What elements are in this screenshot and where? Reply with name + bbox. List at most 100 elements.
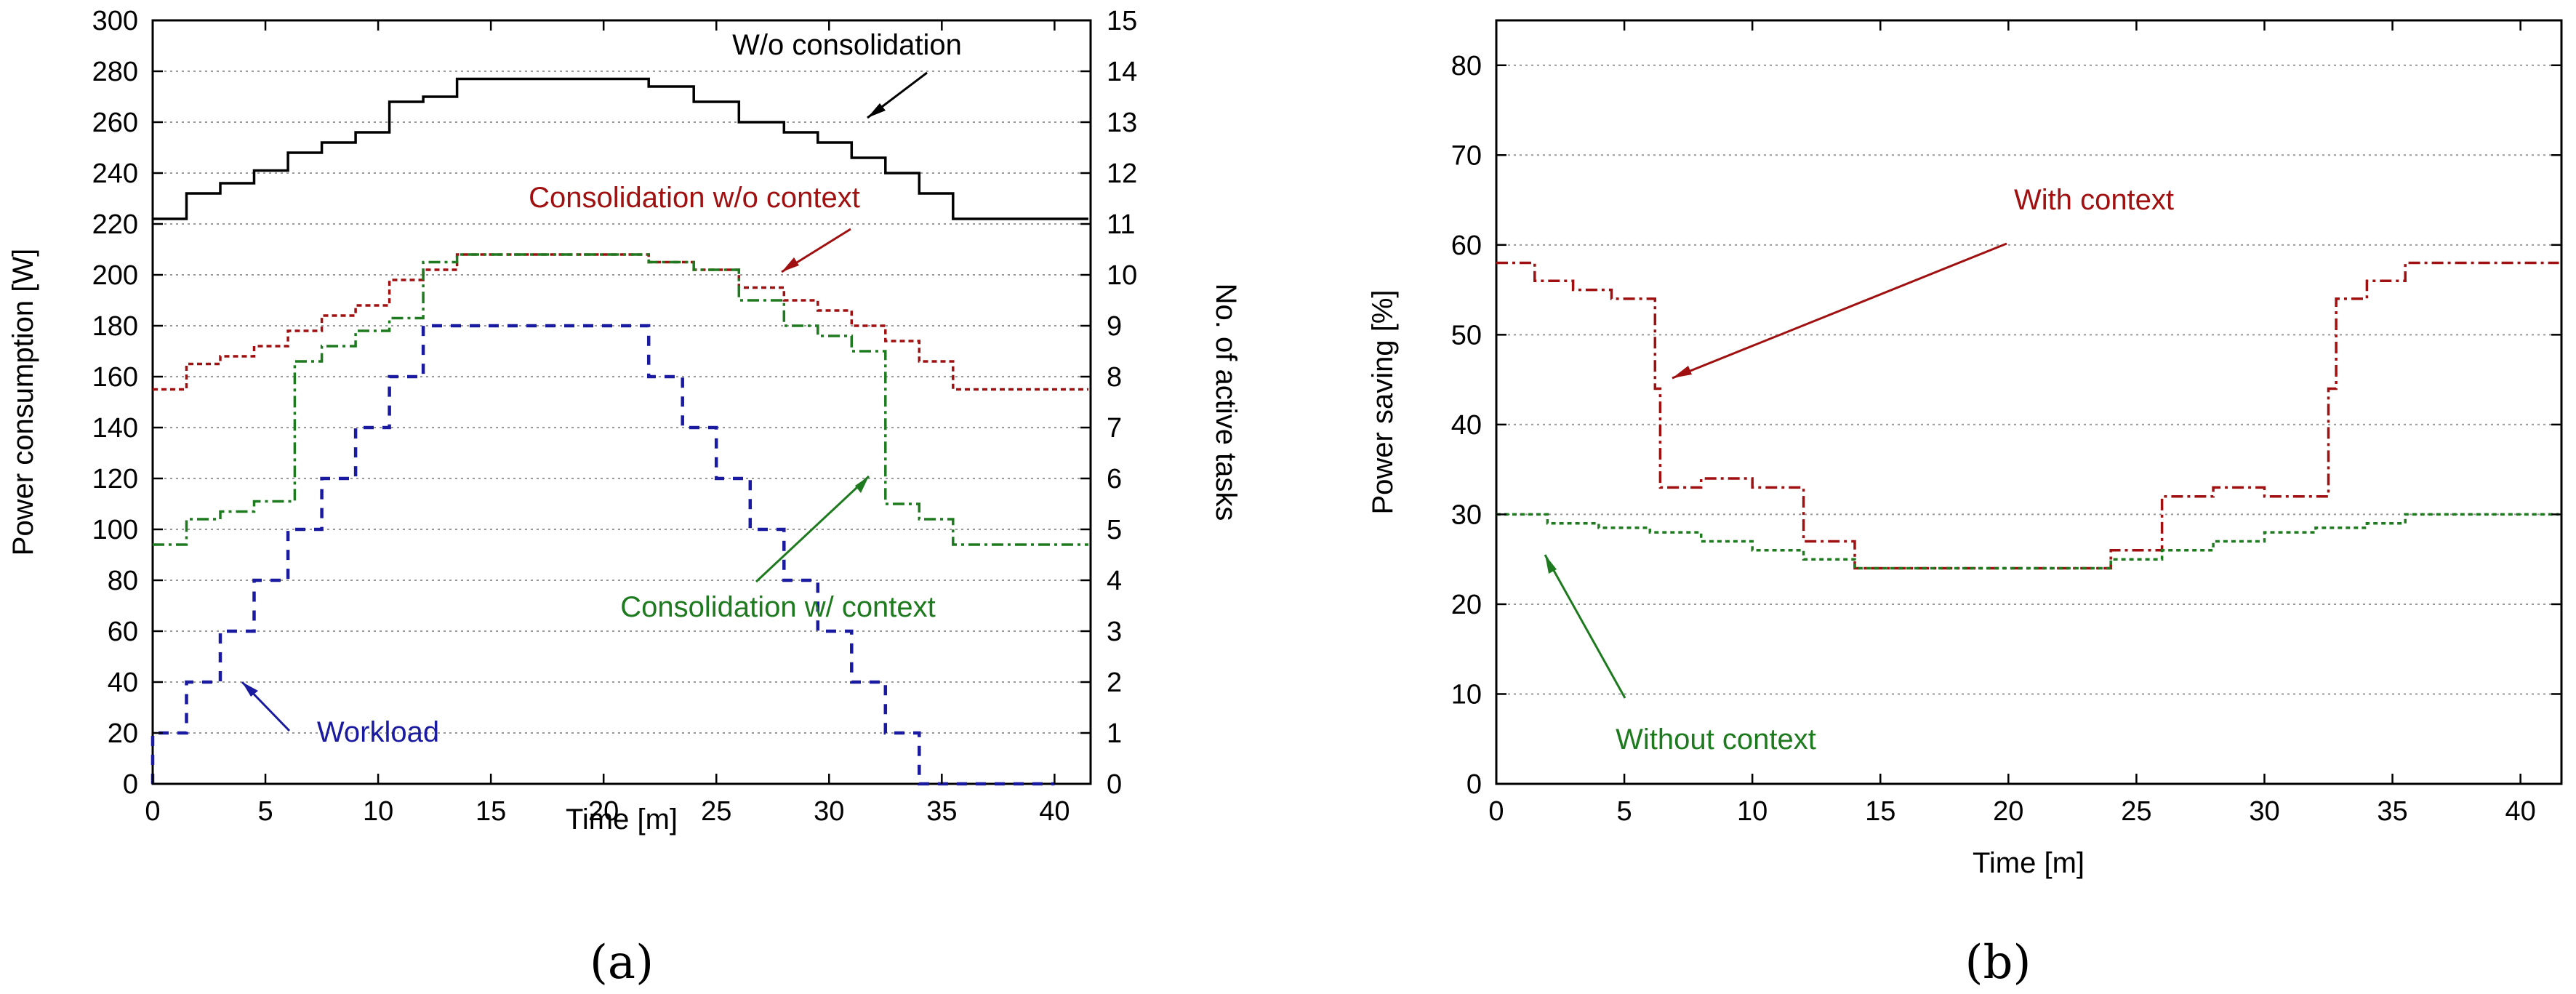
chart-a-xtick-label: 40 — [1039, 796, 1070, 827]
chart-a-grid — [153, 71, 1091, 734]
chart-b-xtick-label: 0 — [1488, 796, 1504, 827]
chart-a-ytick-label: 220 — [92, 209, 138, 240]
chart-a-y2tick-label: 9 — [1107, 311, 1122, 342]
chart-a-series — [151, 77, 1088, 786]
chart-a-y2tick-label: 8 — [1107, 362, 1122, 393]
chart-a-y2tick-label: 6 — [1107, 464, 1122, 494]
chart-a-xtick-label: 15 — [476, 796, 506, 827]
chart-b-ytick-label: 80 — [1451, 51, 1482, 81]
chart-a-ytick-label: 280 — [92, 57, 138, 87]
annotation-wo-consolidation: W/o consolidation — [732, 29, 962, 61]
chart-a-ytick-label: 100 — [92, 515, 138, 545]
chart-a-ytick-label: 240 — [92, 159, 138, 189]
chart-a-x-ticks: 0 5 10 15 20 25 30 35 40 — [145, 20, 1070, 827]
chart-a-ytick-label: 120 — [92, 464, 138, 494]
panel-label-b: (b) — [1965, 936, 2031, 990]
arrowhead-cons-wo-context — [782, 257, 799, 272]
arrowhead-with-context — [1672, 366, 1692, 378]
chart-a-plot-frame — [151, 19, 1092, 785]
chart-a-y2label: No. of active tasks — [1210, 284, 1242, 521]
chart-b: 0 5 10 15 20 25 30 35 40 0 10 20 30 40 50 60 70 80 Time … — [1367, 19, 2563, 990]
arrowhead-cons-w-context — [855, 476, 869, 493]
chart-a-ylabel: Power consumption [W] — [7, 249, 39, 556]
chart-b-xtick-label: 5 — [1617, 796, 1632, 827]
chart-b-xtick-label: 15 — [1865, 796, 1895, 827]
chart-b-xlabel: Time [m] — [1973, 847, 2085, 879]
chart-a-ytick-label: 200 — [92, 260, 138, 291]
chart-a-y-ticks: 0 20 40 60 80 100 120 140 160 180 200 220 240 260 280 3… — [92, 6, 163, 800]
chart-a-xtick-label: 20 — [588, 796, 619, 827]
arrowhead-workload — [242, 682, 258, 697]
chart-b-xtick-label: 20 — [1993, 796, 2023, 827]
annotation-cons-wo-context: Consolidation w/o context — [529, 182, 860, 214]
annotation-with-context: With context — [2014, 184, 2174, 216]
chart-a-ytick-label: 40 — [108, 668, 138, 698]
chart-b-ytick-label: 10 — [1451, 679, 1482, 710]
chart-b-ytick-label: 40 — [1451, 410, 1482, 441]
chart-a-y2tick-label: 3 — [1107, 617, 1122, 647]
arrowhead-without-context — [1545, 555, 1557, 574]
chart-a-y2tick-label: 12 — [1107, 159, 1137, 189]
arrow-cons-w-context — [755, 475, 870, 583]
chart-b-ytick-label: 50 — [1451, 320, 1482, 350]
chart-b-xtick-label: 30 — [2249, 796, 2279, 827]
series-line-workload — [151, 324, 1055, 786]
series-line-with-context — [1496, 261, 2559, 570]
chart-b-plot-frame — [1495, 19, 2563, 785]
arrow-without-context — [1544, 554, 1626, 699]
chart-a: 0 5 10 15 20 25 30 35 40 02040608010012014016018… — [7, 6, 1242, 990]
annotation-workload: Workload — [317, 716, 439, 748]
series-line-without-context — [1496, 513, 2559, 570]
chart-a-y2tick-label: 7 — [1107, 413, 1122, 444]
chart-a-xtick-label: 35 — [926, 796, 957, 827]
arrow-with-context — [1672, 242, 2007, 380]
chart-a-xtick-label: 10 — [363, 796, 393, 827]
chart-a-ytick-label: 0 — [123, 769, 138, 800]
annotation-without-context: Without context — [1616, 724, 1816, 755]
chart-a-xtick-label: 0 — [145, 796, 160, 827]
chart-a-xlabel: Time [m] — [566, 803, 678, 835]
chart-a-ytick-label: 20 — [108, 718, 138, 749]
chart-a-ytick-label: 140 — [92, 413, 138, 444]
chart-b-ytick-label: 0 — [1466, 769, 1482, 800]
chart-a-xtick-label: 5 — [257, 796, 273, 827]
chart-a-y2tick-label: 1 — [1107, 718, 1122, 749]
chart-a-y2tick-label: 13 — [1107, 108, 1137, 138]
chart-a-y2tick-label: 2 — [1107, 668, 1122, 698]
series-line-cons-wo-context — [153, 253, 1088, 391]
chart-a-y2tick-label: 4 — [1107, 566, 1122, 596]
chart-b-ytick-label: 60 — [1451, 231, 1482, 261]
chart-b-xtick-label: 35 — [2377, 796, 2407, 827]
chart-a-y2tick-label: 11 — [1107, 209, 1135, 240]
chart-a-y2tick-label: 10 — [1107, 260, 1137, 291]
chart-b-xtick-label: 10 — [1737, 796, 1768, 827]
chart-a-ytick-label: 160 — [92, 362, 138, 393]
chart-b-series — [1496, 261, 2559, 570]
annotation-cons-w-context: Consolidation w/ context — [620, 591, 936, 623]
chart-b-grid — [1496, 64, 2561, 695]
chart-a-y2tick-label: 0 — [1107, 769, 1122, 800]
chart-a-y2tick-label: 5 — [1107, 515, 1122, 545]
chart-b-ylabel: Power saving [%] — [1367, 289, 1399, 514]
chart-b-ytick-label: 20 — [1451, 590, 1482, 620]
chart-b-x-ticks: 0 5 10 15 20 25 30 35 40 — [1488, 20, 2536, 827]
chart-a-y2tick-label: 15 — [1107, 6, 1137, 36]
chart-a-y2tick-label: 14 — [1107, 57, 1137, 87]
chart-b-ytick-label: 30 — [1451, 500, 1482, 530]
chart-a-ytick-label: 260 — [92, 108, 138, 138]
arrowhead-wo-consolidation — [867, 103, 886, 118]
chart-b-ytick-label: 70 — [1451, 140, 1482, 171]
chart-a-ytick-label: 300 — [92, 6, 138, 36]
chart-b-xtick-label: 25 — [2121, 796, 2151, 827]
chart-b-y-ticks: 0 10 20 30 40 50 60 70 80 — [1451, 51, 2561, 800]
chart-a-xtick-label: 25 — [701, 796, 731, 827]
chart-b-xtick-label: 40 — [2505, 796, 2536, 827]
panel-label-a: (a) — [590, 936, 654, 990]
chart-a-xtick-label: 30 — [814, 796, 844, 827]
chart-a-ytick-label: 60 — [108, 617, 138, 647]
chart-a-ytick-label: 80 — [108, 566, 138, 596]
series-line-cons-w-context — [153, 253, 1088, 546]
series-line-wo-consolidation — [153, 77, 1088, 220]
